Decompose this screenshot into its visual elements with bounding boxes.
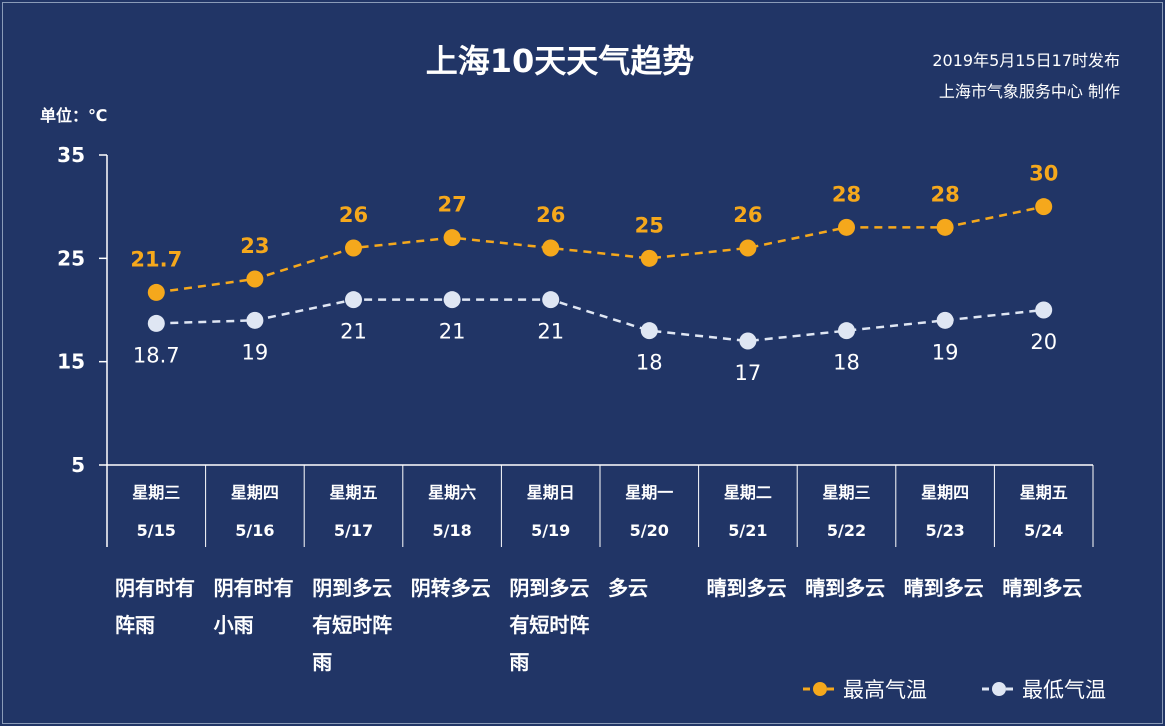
high-temp-label: 21.7 [130,247,182,271]
high-temp-label: 26 [339,203,368,227]
weekday-label: 星期一 [625,483,673,502]
high-temp-point [739,239,757,257]
low-temp-label: 19 [932,340,959,364]
low-temp-label: 17 [735,361,762,385]
weekday-label: 星期四 [231,483,279,502]
high-temp-label: 28 [930,182,959,206]
weekday-label: 星期四 [921,483,969,502]
low-temp-label: 20 [1030,330,1057,354]
date-label: 5/21 [728,521,767,540]
weather-description: 晴到多云 [706,576,787,600]
high-temp-label: 25 [635,213,664,237]
low-temp-point [542,291,560,309]
high-temp-point [345,239,362,257]
low-temp-label: 21 [340,320,367,344]
weather-description: 阴到多云有短时阵雨 [312,576,393,674]
high-temp-point [936,218,954,236]
legend-high-marker [813,682,827,696]
high-temp-point [838,218,855,236]
date-label: 5/23 [925,521,964,540]
y-tick-label: 25 [57,246,85,270]
high-temp-point [443,229,461,247]
date-label: 5/22 [827,521,866,540]
weekday-label: 星期二 [724,483,772,502]
high-temp-label: 28 [832,182,861,206]
high-temp-point [246,270,264,288]
weather-description: 阴有时有小雨 [213,576,294,637]
low-temp-point [246,311,264,329]
high-temp-point [542,239,560,257]
high-temp-line [156,205,1044,294]
date-label: 5/19 [531,521,570,540]
high-temp-label: 30 [1029,162,1058,186]
weather-description: 晴到多云 [1002,576,1083,600]
unit-label: 单位：℃ [40,106,107,125]
low-temp-point [1035,301,1053,319]
issued-time: 2019年5月15日17时发布 [932,51,1120,70]
weekday-label: 星期日 [527,483,575,502]
low-temp-point [147,314,165,332]
date-label: 5/20 [630,521,669,540]
date-label: 5/17 [334,521,373,540]
chart-title: 上海10天天气趋势 [426,42,695,80]
high-temp-point [640,249,658,267]
weekday-label: 星期三 [132,483,180,502]
date-label: 5/18 [432,521,471,540]
low-temp-line [156,298,1044,343]
weather-description: 多云 [608,576,648,600]
weekday-label: 星期三 [822,483,870,502]
weather-description: 晴到多云 [805,576,886,600]
y-tick-label: 15 [57,350,85,374]
legend-low-marker [992,682,1006,696]
low-temp-point [739,332,757,350]
high-temp-point [147,283,165,301]
producer: 上海市气象服务中心 制作 [939,82,1120,101]
legend-high-label: 最高气温 [843,678,927,702]
low-temp-point [345,291,362,309]
low-temp-point [936,311,954,329]
weekday-label: 星期六 [428,483,476,502]
high-temp-label: 27 [437,193,466,217]
y-tick-label: 5 [71,453,85,477]
low-temp-point [640,322,658,340]
low-temp-point [443,291,461,309]
legend: 最高气温 最低气温 [803,678,1106,702]
weather-description: 阴到多云有短时阵雨 [509,576,590,674]
date-label: 5/24 [1024,521,1063,540]
y-tick-label: 35 [57,143,85,167]
low-temp-label: 19 [242,340,269,364]
legend-low-label: 最低气温 [1022,678,1106,702]
weekday-label: 星期五 [1020,483,1068,502]
weather-description: 晴到多云 [903,576,984,600]
high-temp-point [1035,198,1053,216]
low-temp-label: 21 [439,320,466,344]
date-label: 5/15 [137,521,176,540]
weather-description: 阴有时有阵雨 [115,576,195,637]
low-temp-label: 18 [833,351,860,375]
high-temp-label: 26 [733,203,762,227]
weekday-label: 星期五 [329,483,377,502]
date-label: 5/16 [235,521,274,540]
high-temp-label: 23 [240,234,269,258]
low-temp-point [838,322,855,340]
low-temp-label: 18.7 [133,343,180,367]
low-temp-label: 18 [636,351,663,375]
low-temp-label: 21 [537,320,564,344]
weather-description: 阴转多云 [410,576,491,600]
high-temp-label: 26 [536,203,565,227]
